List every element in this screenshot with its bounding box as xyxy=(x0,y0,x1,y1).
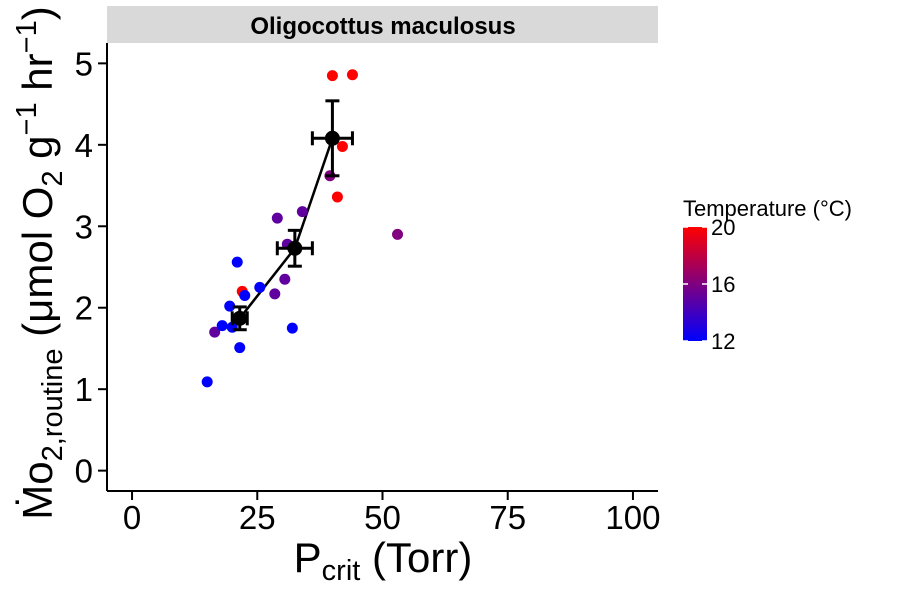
y-ticks: 0 1 2 3 4 5 xyxy=(75,45,107,490)
x-axis-title-main: P xyxy=(294,534,322,581)
legend-ticks: 12 16 20 xyxy=(683,215,735,354)
legend-tick-label: 12 xyxy=(711,329,735,354)
legend-title: Temperature (°C) xyxy=(683,196,852,221)
y-tick-label: 2 xyxy=(75,290,93,327)
y-tick-label: 3 xyxy=(75,208,93,245)
y-axis-title-hr: hr xyxy=(14,53,61,102)
x-axis-title: Pcrit (Torr) xyxy=(294,534,473,587)
data-point xyxy=(209,326,221,338)
data-point xyxy=(331,191,343,203)
x-ticks: 0 25 50 75 100 xyxy=(123,491,660,536)
y-axis-title: Ṁo2,routine (μmol O2 g−1 hr−1) xyxy=(11,6,69,519)
y-axis-title-units-open: (μmol O xyxy=(14,187,61,349)
data-point xyxy=(216,320,228,332)
data-point xyxy=(296,206,308,218)
mean-point xyxy=(232,310,248,326)
y-axis-title-g: g xyxy=(14,135,61,170)
x-tick-label: 50 xyxy=(364,499,401,536)
data-point xyxy=(326,70,338,82)
x-axis-title-rest: (Torr) xyxy=(360,534,472,581)
y-axis-title-sup2: −1 xyxy=(11,20,43,53)
mean-point xyxy=(324,130,340,146)
legend-tick-label: 20 xyxy=(711,215,735,240)
y-axis-title-close: ) xyxy=(14,6,61,20)
y-tick-label: 1 xyxy=(75,371,93,408)
mean-marker xyxy=(275,228,314,268)
data-point xyxy=(201,376,213,388)
data-point xyxy=(279,273,291,285)
data-point xyxy=(231,256,243,268)
y-axis-title-o2-sub: 2 xyxy=(37,170,69,186)
means-group xyxy=(230,99,354,332)
mean-line xyxy=(238,137,334,320)
y-axis-title-sub: 2,routine xyxy=(37,349,69,462)
x-tick-label: 0 xyxy=(123,499,141,536)
x-axis-title-sub: crit xyxy=(322,555,361,587)
data-point xyxy=(254,281,266,293)
data-point xyxy=(346,69,358,81)
x-tick-label: 25 xyxy=(239,499,276,536)
y-tick-label: 0 xyxy=(75,453,93,490)
mean-line-group xyxy=(238,137,334,320)
data-point xyxy=(271,212,283,224)
legend: Temperature (°C) 12 16 20 xyxy=(683,196,852,354)
y-tick-label: 4 xyxy=(75,127,93,164)
data-point xyxy=(224,300,236,312)
facet-title: Oligocottus maculosus xyxy=(250,13,515,40)
mean-marker xyxy=(310,99,354,178)
data-point xyxy=(392,228,404,240)
y-axis-title-sup1: −1 xyxy=(11,102,43,135)
data-point xyxy=(234,342,246,354)
legend-tick-label: 16 xyxy=(711,272,735,297)
y-axis-title-main: Ṁo xyxy=(14,461,61,519)
facet-strip xyxy=(107,6,658,43)
data-point xyxy=(336,140,348,152)
data-point xyxy=(239,290,251,302)
mean-point xyxy=(287,240,303,256)
x-tick-label: 75 xyxy=(489,499,526,536)
mean-marker xyxy=(230,305,249,332)
data-point xyxy=(286,322,298,334)
y-tick-label: 5 xyxy=(75,45,93,82)
x-tick-label: 100 xyxy=(605,499,660,536)
data-point xyxy=(269,288,281,300)
